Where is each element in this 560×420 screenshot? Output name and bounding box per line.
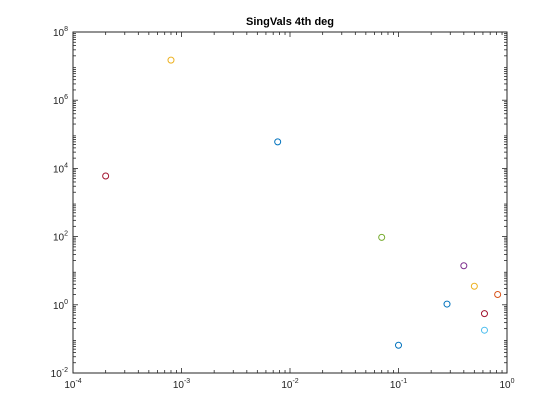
data-point [460,262,468,270]
y-tick-label: 108 [53,26,68,39]
data-point [395,341,402,349]
data-point [378,233,386,241]
y-tick-label: 104 [53,162,68,175]
y-tick-label: 100 [53,299,68,312]
axes-box [72,31,508,374]
x-tick-label: 10-1 [390,378,407,391]
x-tick-label: 100 [499,378,514,391]
data-points [102,56,502,349]
data-point [480,326,488,334]
y-tick-label: 106 [53,94,68,107]
chart-title: SingVals 4th deg [246,16,334,28]
x-tick-label: 10-4 [64,378,81,391]
data-point [274,138,282,146]
y-tick-label: 102 [53,231,68,244]
plot-area [73,32,507,373]
y-tick-label: 10-2 [51,367,68,380]
x-tick-label: 10-2 [281,378,298,391]
data-point [443,300,451,308]
data-point [167,56,175,64]
data-point [470,282,478,290]
data-point [494,291,502,299]
data-point [102,172,110,180]
x-tick-label: 10-3 [173,378,190,391]
axis-tick-labels: 10-4 10-3 10-2 10-1 100 10-2 100 102 104 106 108 [51,26,515,391]
data-point [480,310,488,318]
